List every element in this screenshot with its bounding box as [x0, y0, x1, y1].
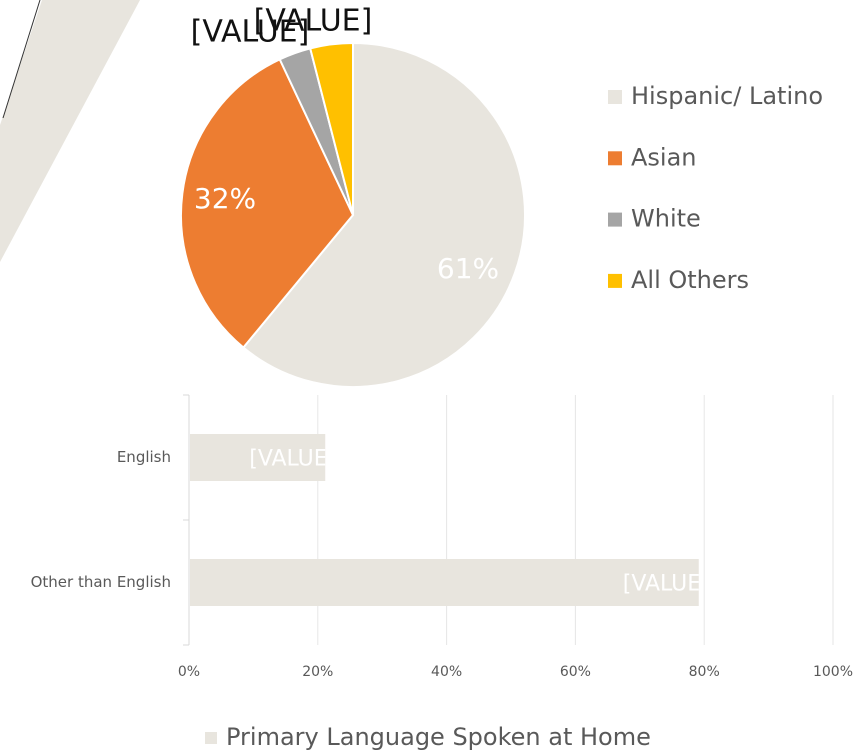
y-tick-label: Other than English [31, 573, 171, 591]
legend-swatch [608, 151, 622, 166]
decor-band [0, 0, 140, 262]
x-tick-label: 40% [431, 664, 462, 680]
pie-slice [180, 58, 355, 349]
legend-swatch [608, 90, 622, 104]
legend-label: Hispanic/ Latino [631, 82, 823, 110]
decor-line [2, 0, 41, 119]
x-tick-label: 100% [813, 664, 853, 680]
data-label: [VALUE] [249, 447, 336, 472]
legend-label: Asian [631, 143, 697, 171]
bar [190, 559, 699, 606]
y-tick-label: English [117, 448, 171, 466]
x-tick-label: 80% [689, 664, 720, 680]
legend-swatch [608, 212, 622, 227]
pie-slice [241, 41, 526, 388]
data-label: [VALUE] [191, 15, 310, 50]
pie-slice [309, 41, 354, 216]
data-label: [VALUE] [254, 4, 373, 39]
bar [190, 434, 326, 481]
legend-label: White [631, 205, 701, 233]
legend-swatch [205, 732, 217, 744]
x-tick-label: 20% [302, 664, 333, 680]
x-tick-label: 60% [560, 664, 591, 680]
legend-label: Primary Language Spoken at Home [226, 723, 651, 751]
data-label: 32% [194, 182, 256, 215]
x-tick-label: 0% [178, 664, 200, 680]
legend-swatch [608, 273, 622, 288]
data-label: 61% [437, 252, 499, 285]
legend-label: All Others [631, 266, 749, 294]
data-label: [VALUE] [623, 572, 710, 597]
